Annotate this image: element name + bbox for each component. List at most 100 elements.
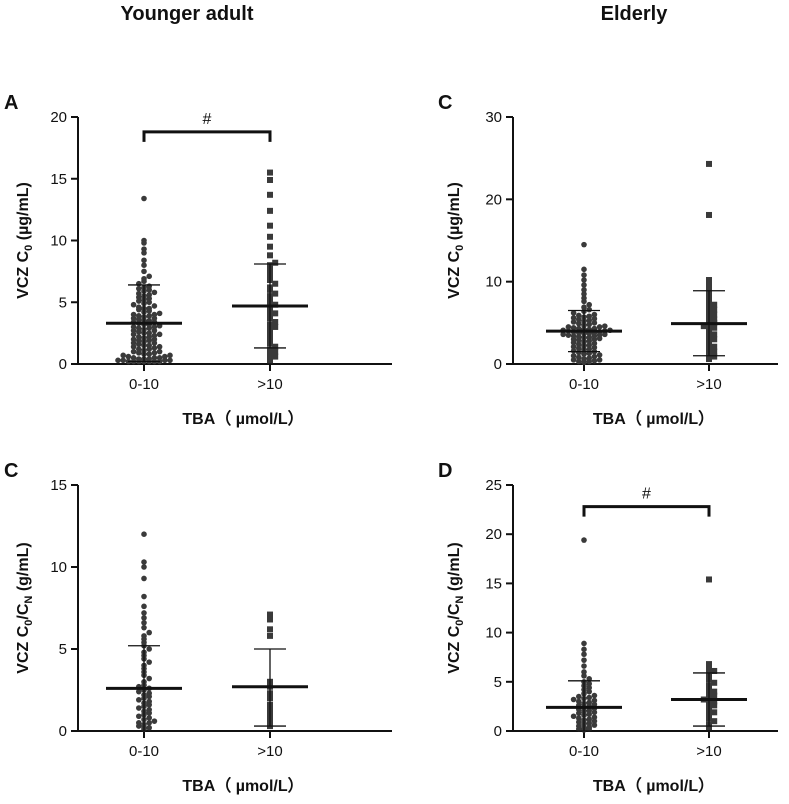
data-point <box>711 348 718 355</box>
data-point <box>141 531 147 537</box>
data-point <box>146 292 152 298</box>
data-point <box>151 355 158 361</box>
y-tick-label: 15 <box>50 477 67 494</box>
data-point <box>576 693 582 700</box>
data-point <box>156 331 163 338</box>
y-tick-label: 0 <box>59 356 67 373</box>
data-point <box>136 304 142 310</box>
data-point <box>586 699 592 706</box>
significance-mark: # <box>203 111 212 128</box>
data-point <box>151 303 158 309</box>
panel-4: D 0 5 10 15 20 25 0-10 >10 TBA（ µmol/L） VCZ C0/CN … <box>438 460 778 795</box>
data-point <box>272 343 279 350</box>
data-point <box>141 624 147 631</box>
data-point <box>581 663 587 669</box>
data-point <box>136 346 142 352</box>
data-point <box>711 324 718 331</box>
y-tick-label: 30 <box>485 109 502 126</box>
data-point <box>141 610 147 616</box>
column-title-elderly: Elderly <box>601 3 669 25</box>
data-point <box>267 243 273 250</box>
y-tick-label: 20 <box>50 109 67 126</box>
data-point <box>581 673 587 679</box>
data-point <box>576 710 582 717</box>
data-point <box>576 358 582 365</box>
data-point <box>591 714 598 721</box>
y-tick-label: 0 <box>494 723 502 740</box>
data-point <box>136 325 142 331</box>
data-point <box>267 207 273 214</box>
panel-label: C <box>438 92 452 114</box>
data-point <box>136 313 142 319</box>
data-point <box>581 266 587 273</box>
data-point <box>586 321 592 328</box>
data-point <box>272 353 279 360</box>
data-point <box>586 342 592 348</box>
data-point <box>267 191 273 198</box>
data-point <box>272 323 279 330</box>
data-point <box>136 356 142 362</box>
data-point <box>272 280 279 287</box>
y-tick-label: 5 <box>59 641 67 658</box>
x-tick-label: 0-10 <box>569 743 599 760</box>
data-point <box>706 665 712 672</box>
data-point <box>560 331 566 338</box>
data-point <box>146 283 152 289</box>
y-axis-title-subscript: N <box>23 596 35 604</box>
data-point <box>576 312 582 319</box>
data-point <box>565 324 572 330</box>
data-point <box>141 257 147 264</box>
x-axis-title: TBA（ µmol/L） <box>182 777 303 795</box>
data-point <box>267 626 273 633</box>
y-axis-title: VCZ C0 (µg/mL) <box>446 182 466 299</box>
data-point <box>591 718 598 724</box>
data-point <box>130 311 137 318</box>
data-point <box>267 632 273 639</box>
panel-label: D <box>438 460 452 482</box>
data-point <box>146 629 152 636</box>
data-point <box>115 357 121 364</box>
data-point <box>591 709 598 716</box>
panel-label: A <box>4 92 18 114</box>
data-point <box>570 315 577 321</box>
data-point <box>151 350 158 356</box>
data-point <box>576 698 582 705</box>
significance-bracket <box>582 505 711 517</box>
data-point <box>576 715 582 722</box>
data-point <box>141 262 147 269</box>
significance-bracket <box>142 130 272 142</box>
y-tick-label: 10 <box>485 274 502 291</box>
data-point <box>565 332 572 338</box>
data-point <box>570 696 577 703</box>
x-tick-label: >10 <box>257 376 282 393</box>
data-point <box>596 352 603 358</box>
data-point <box>136 285 142 292</box>
data-point <box>570 310 577 316</box>
data-point <box>586 301 592 308</box>
y-axis-title-part: (µg/mL) <box>15 182 32 245</box>
data-point <box>136 290 142 297</box>
x-tick-label: >10 <box>696 376 721 393</box>
data-point <box>141 619 147 626</box>
data-point <box>576 345 582 352</box>
data-point <box>151 289 158 296</box>
data-point <box>581 651 587 658</box>
data-point <box>146 720 152 726</box>
column-title-younger: Younger adult <box>121 3 254 25</box>
data-point <box>167 352 173 359</box>
data-point <box>136 713 142 720</box>
data-point <box>711 331 718 338</box>
data-point <box>146 706 152 713</box>
data-point <box>581 291 587 297</box>
data-point <box>146 342 152 349</box>
data-point <box>586 334 592 341</box>
data-point <box>581 356 587 362</box>
data-point <box>267 222 273 229</box>
data-point <box>586 720 592 726</box>
y-axis-title: VCZ C0/CN (g/mL) <box>446 542 466 673</box>
y-tick-label: 0 <box>494 356 502 373</box>
data-point <box>130 301 137 308</box>
data-point <box>151 311 158 318</box>
data-point <box>141 195 147 202</box>
